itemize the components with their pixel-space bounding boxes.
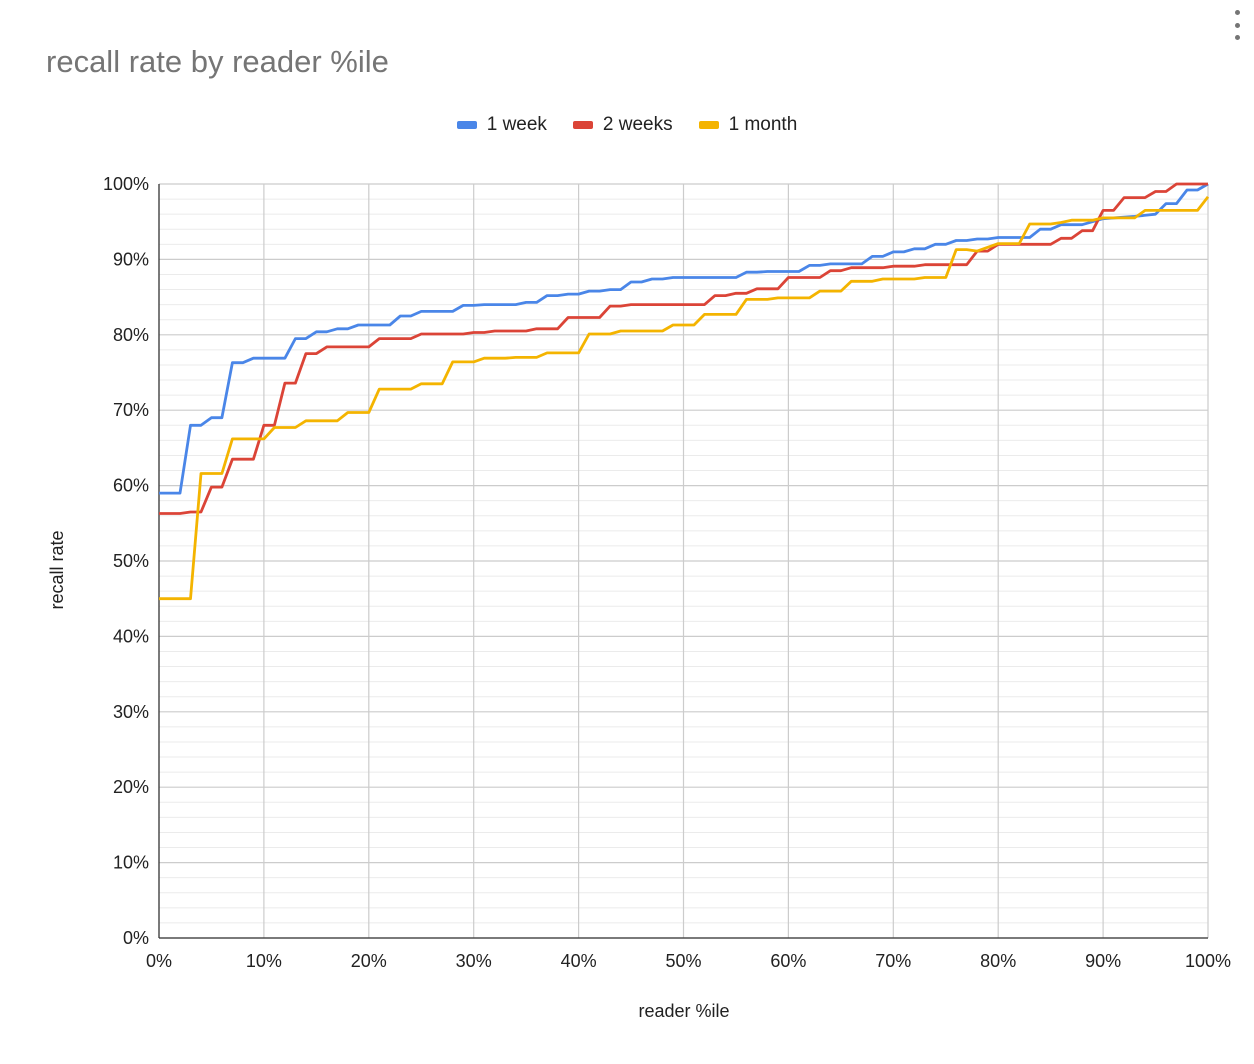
menu-dot bbox=[1234, 22, 1240, 28]
legend-label: 2 weeks bbox=[602, 114, 673, 135]
x-tick-label: 20% bbox=[351, 951, 387, 971]
y-tick-label: 90% bbox=[113, 249, 149, 269]
y-tick-label: 50% bbox=[113, 551, 149, 571]
legend-item-1-month[interactable]: 1 month bbox=[698, 114, 798, 136]
x-tick-label: 10% bbox=[246, 951, 282, 971]
legend-label: 1 month bbox=[728, 114, 798, 135]
y-tick-label: 30% bbox=[113, 702, 149, 722]
series-line-1-month bbox=[159, 195, 1210, 601]
series-line-1-week bbox=[159, 182, 1209, 495]
tick-labels: 0% 10% 20% 30% 40% 50% 60% 70% 80% 90% 100% 0% 10% 20… bbox=[103, 174, 1231, 971]
y-tick-label: 70% bbox=[113, 400, 149, 420]
x-tick-label: 100% bbox=[1185, 951, 1231, 971]
menu-dot bbox=[1234, 35, 1240, 40]
x-tick-label: 30% bbox=[456, 951, 492, 971]
y-tick-label: 0% bbox=[123, 928, 149, 948]
series-line-2-weeks bbox=[159, 182, 1208, 515]
legend-label: 1 week bbox=[486, 114, 547, 135]
x-tick-label: 0% bbox=[146, 951, 172, 971]
y-tick-label: 60% bbox=[113, 476, 149, 496]
more-vert-icon[interactable] bbox=[1232, 10, 1242, 40]
legend-item-2-weeks[interactable]: 2 weeks bbox=[572, 114, 673, 136]
y-tick-label: 20% bbox=[113, 777, 149, 797]
y-axis-title: recall rate bbox=[47, 530, 67, 609]
y-tick-label: 80% bbox=[113, 325, 149, 345]
legend-swatch bbox=[456, 121, 477, 129]
x-tick-label: 80% bbox=[980, 951, 1016, 971]
legend-swatch bbox=[698, 121, 719, 129]
y-tick-label: 40% bbox=[113, 626, 149, 646]
x-tick-label: 50% bbox=[665, 951, 701, 971]
series-lines bbox=[159, 182, 1210, 601]
legend-swatch bbox=[572, 121, 593, 129]
x-tick-label: 90% bbox=[1085, 951, 1121, 971]
legend-item-1-week[interactable]: 1 week bbox=[456, 114, 547, 136]
x-axis-title: reader %ile bbox=[638, 1001, 729, 1021]
chart-legend: 1 week 2 weeks 1 month bbox=[0, 114, 1254, 136]
major-gridlines bbox=[159, 183, 1209, 939]
x-tick-label: 60% bbox=[770, 951, 806, 971]
y-tick-label: 10% bbox=[113, 853, 149, 873]
y-tick-label: 100% bbox=[103, 174, 149, 194]
x-tick-label: 70% bbox=[875, 951, 911, 971]
chart-title: recall rate by reader %ile bbox=[46, 44, 389, 79]
axes bbox=[158, 184, 1208, 939]
menu-dot bbox=[1234, 10, 1240, 15]
x-tick-label: 40% bbox=[561, 951, 597, 971]
